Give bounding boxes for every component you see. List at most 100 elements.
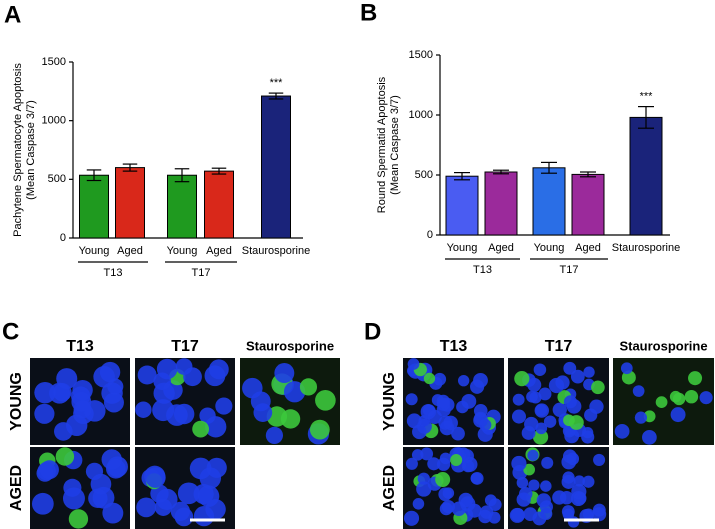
row-label: YOUNG xyxy=(381,372,398,431)
row-label: YOUNG xyxy=(8,372,25,431)
bar xyxy=(484,171,518,236)
nucleus xyxy=(103,392,124,413)
group-label: T13 xyxy=(104,267,123,279)
nucleus xyxy=(192,420,210,438)
nucleus xyxy=(242,377,263,399)
nucleus xyxy=(193,505,215,527)
bar xyxy=(532,167,566,236)
nucleus xyxy=(562,471,575,484)
nucleus xyxy=(34,403,55,424)
nucleus xyxy=(416,481,432,497)
nucleus xyxy=(527,449,539,462)
nucleus xyxy=(206,457,227,478)
nucleus xyxy=(136,497,157,518)
nucleus xyxy=(88,488,108,509)
nucleus xyxy=(634,411,648,424)
nucleus xyxy=(529,391,542,404)
nucleus xyxy=(405,393,418,406)
nucleus xyxy=(65,414,88,437)
nucleus xyxy=(552,490,567,505)
nucleus xyxy=(403,510,420,526)
nucleus xyxy=(538,387,552,401)
nucleus xyxy=(591,380,605,395)
nucleus xyxy=(189,457,212,480)
bar xyxy=(167,174,197,239)
nucleus xyxy=(552,402,567,417)
y-axis-label: Pachytene Spermatocyte Apoptosis xyxy=(12,63,24,237)
column-heading: T17 xyxy=(171,338,199,355)
nucleus xyxy=(417,472,430,485)
nucleus xyxy=(532,511,547,526)
nucleus xyxy=(193,483,214,505)
y-tick-label: 500 xyxy=(415,169,433,181)
x-tick-label: Aged xyxy=(206,245,232,257)
x-tick-label: Young xyxy=(447,242,478,254)
nucleus xyxy=(543,415,557,428)
nucleus xyxy=(528,479,540,491)
column-heading: T17 xyxy=(545,338,573,355)
nucleus xyxy=(439,502,453,516)
nucleus xyxy=(137,365,157,385)
row-label: AGED xyxy=(381,465,398,511)
column-heading: T13 xyxy=(440,338,468,355)
nucleus xyxy=(208,359,229,380)
nucleus xyxy=(253,403,273,422)
nucleus xyxy=(563,361,577,375)
group-label: T13 xyxy=(473,264,492,276)
bar xyxy=(571,173,605,236)
nucleus xyxy=(614,423,630,439)
nucleus xyxy=(265,426,284,444)
nucleus xyxy=(427,409,442,425)
y-axis-label: (Mean Caspase 3/7) xyxy=(389,95,401,195)
nucleus xyxy=(655,396,668,408)
nucleus xyxy=(527,377,542,392)
bar xyxy=(79,174,109,239)
nucleus xyxy=(175,358,193,375)
significance: *** xyxy=(270,77,284,89)
nucleus xyxy=(436,457,451,471)
y-tick-label: 1000 xyxy=(42,115,66,127)
y-tick-label: 500 xyxy=(48,173,66,185)
significance: *** xyxy=(640,91,654,103)
nucleus xyxy=(548,377,565,394)
column-heading: Staurosporine xyxy=(246,338,334,353)
panel-label: D xyxy=(364,318,381,345)
nucleus xyxy=(71,391,92,412)
nucleus xyxy=(589,399,604,414)
nucleus xyxy=(478,509,492,524)
nucleus xyxy=(63,478,82,497)
nucleus xyxy=(541,456,554,469)
nucleus xyxy=(516,492,531,507)
nucleus xyxy=(420,447,434,461)
nucleus xyxy=(442,487,455,499)
nucleus xyxy=(427,457,441,471)
bar xyxy=(115,167,145,239)
panel-label: C xyxy=(2,318,19,345)
nucleus xyxy=(417,419,432,434)
nucleus xyxy=(299,378,318,396)
nucleus xyxy=(315,389,336,411)
nucleus xyxy=(484,494,497,507)
nucleus xyxy=(620,362,633,375)
x-tick-label: Young xyxy=(534,242,565,254)
nucleus xyxy=(37,461,56,481)
nucleus xyxy=(423,372,436,385)
x-tick-label: Aged xyxy=(488,242,514,254)
nucleus xyxy=(512,393,525,406)
nucleus xyxy=(621,370,636,385)
nucleus xyxy=(563,395,577,409)
nucleus xyxy=(511,455,527,472)
column-heading: T13 xyxy=(66,338,94,355)
nucleus xyxy=(562,508,575,521)
nucleus xyxy=(407,358,420,370)
x-tick-label: Staurosporine xyxy=(612,242,681,254)
nucleus xyxy=(642,429,657,445)
nucleus xyxy=(563,414,575,427)
nucleus xyxy=(684,389,699,404)
nucleus xyxy=(145,467,166,488)
x-tick-label: Young xyxy=(79,245,110,257)
nucleus xyxy=(670,407,686,423)
nucleus xyxy=(632,385,645,397)
